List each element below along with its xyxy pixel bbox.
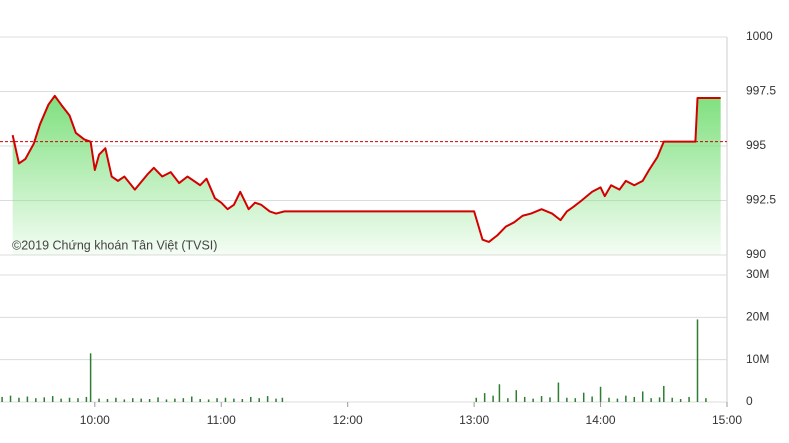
volume-bar: [207, 399, 210, 402]
volume-bar: [705, 398, 707, 402]
volume-bar: [549, 397, 551, 402]
volume-bar: [523, 396, 526, 402]
volume-bar: [266, 396, 269, 402]
watermark: ©2019 Chứng khoán Tân Việt (TVSI): [12, 238, 217, 252]
x-tick-label: 15:00: [712, 413, 742, 427]
x-tick-label: 14:00: [586, 413, 616, 427]
volume-bar: [557, 382, 560, 402]
volume-bar: [140, 398, 142, 402]
volume-bar: [616, 398, 619, 402]
volume-bar: [275, 398, 277, 402]
volume-bar: [123, 399, 126, 402]
volume-bar: [148, 399, 151, 402]
volume-bar: [688, 396, 690, 402]
volume-bar: [679, 399, 682, 402]
volume-bar: [281, 397, 284, 402]
volume-bar: [224, 397, 227, 402]
y-tick-label: 10M: [746, 352, 769, 366]
volume-bar: [625, 395, 627, 402]
volume-bar: [132, 398, 134, 402]
volume-bar: [77, 398, 79, 402]
volume-bar: [26, 396, 29, 402]
volume-bar: [475, 397, 477, 402]
volume-bar: [60, 398, 62, 402]
y-tick-label: 995: [746, 138, 766, 152]
y-tick-label: 990: [746, 247, 766, 261]
volume-bar: [532, 398, 534, 402]
volume-bar: [566, 397, 568, 402]
x-tick-label: 11:00: [207, 413, 236, 427]
volume-bar: [174, 398, 176, 402]
volume-bar: [492, 395, 494, 402]
x-tick-label: 12:00: [333, 413, 363, 427]
volume-bar: [663, 385, 665, 402]
volume-bar: [507, 398, 509, 402]
volume-bar: [43, 397, 46, 402]
volume-bar: [258, 398, 260, 402]
volume-bar: [89, 353, 92, 402]
price-area: [12, 95, 721, 255]
volume-bar: [85, 396, 88, 402]
y-tick-label: 992.5: [746, 193, 776, 207]
volume-bar: [199, 399, 201, 402]
volume-bar: [540, 396, 543, 402]
x-tick-label: 13:00: [459, 413, 489, 427]
volume-bar: [671, 397, 673, 402]
volume-bar: [115, 397, 117, 402]
volume-bar: [591, 396, 593, 402]
volume-bar: [574, 398, 577, 402]
volume-bar: [51, 396, 54, 402]
y-tick-label: 20M: [746, 310, 769, 324]
volume-bar: [241, 399, 244, 402]
volume-bar: [106, 399, 109, 402]
volume-bar: [1, 396, 3, 402]
y-tick-label: 997.5: [746, 84, 776, 98]
volume-bar: [250, 396, 252, 402]
volume-bar: [696, 319, 699, 402]
price-line: [11, 94, 721, 243]
x-tick-label: 10:00: [80, 413, 110, 427]
volume-bar: [608, 397, 610, 402]
volume-bar: [633, 396, 636, 402]
volume-bar: [650, 398, 652, 402]
volume-bar: [68, 397, 71, 402]
volume-bar: [35, 398, 37, 402]
volume-bar: [641, 391, 644, 402]
volume-bar: [9, 395, 12, 402]
volume-bar: [498, 384, 501, 402]
y-tick-label: 1000: [746, 29, 773, 43]
volume-bar: [483, 393, 486, 402]
volume-bar: [658, 397, 661, 402]
volume-bar: [98, 398, 100, 402]
y-tick-label: 30M: [746, 267, 769, 281]
volume-bar: [182, 398, 185, 402]
volume-bar: [515, 390, 518, 402]
volume-bar: [165, 399, 168, 402]
volume-bar: [599, 386, 602, 402]
volume-bar: [157, 397, 159, 402]
volume-bar: [18, 397, 20, 402]
y-tick-label: 0: [746, 394, 753, 408]
volume-bar: [216, 398, 218, 402]
volume-bar: [233, 398, 235, 402]
volume-bar: [582, 392, 585, 402]
volume-bar: [191, 396, 193, 402]
